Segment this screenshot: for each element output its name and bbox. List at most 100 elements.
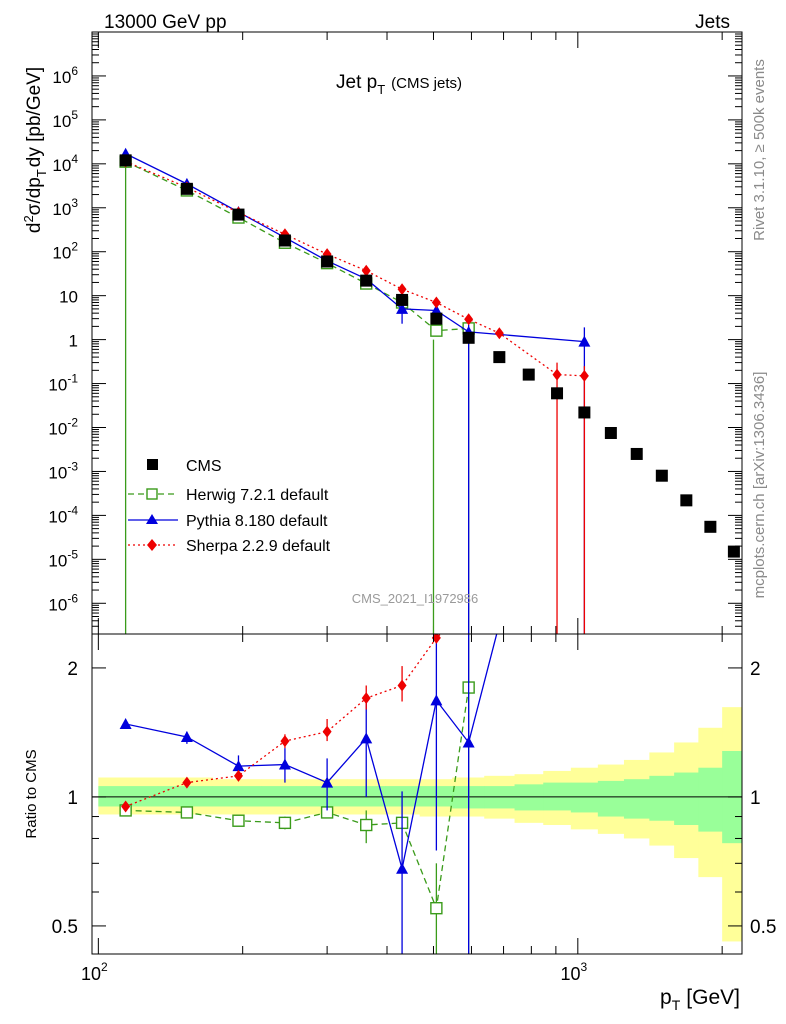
main-ticks xyxy=(92,31,742,635)
legend-entry-pythia: Pythia 8.180 default xyxy=(128,513,328,530)
band-inner-bin xyxy=(261,786,307,807)
main-sherpa-point xyxy=(431,296,441,309)
ratio-y-tick-label-right: 1 xyxy=(750,788,761,809)
legend-marker-herwig xyxy=(146,488,158,500)
ratio-herwig-point xyxy=(360,818,373,832)
legend-entry-sherpa: Sherpa 2.2.9 default xyxy=(128,538,331,555)
band-inner-bin xyxy=(623,779,650,819)
ratio-panel: 0.5 0.5 1 1 2 2 102 103 Ratio to CMS pT [GeV] xyxy=(23,613,777,1013)
ratio-pythia-point xyxy=(119,717,132,729)
ratio-pythia-point xyxy=(321,776,334,788)
main-data xyxy=(119,147,740,634)
main-cms-point xyxy=(704,520,717,533)
y-tick-label: 104 xyxy=(52,152,78,175)
ratio-y-tick-label-right: 2 xyxy=(750,659,761,680)
ratio-y-tick-label-left: 0.5 xyxy=(52,917,78,938)
main-cms-point xyxy=(604,426,617,439)
main-cms-point xyxy=(680,494,693,507)
band-inner-bin xyxy=(157,786,213,807)
ratio-data xyxy=(119,613,507,954)
main-cms-point xyxy=(232,208,245,221)
y-tick-label: 10-5 xyxy=(48,547,78,570)
y-tick-label: 10-6 xyxy=(48,591,78,614)
ratio-sherpa-point xyxy=(182,776,192,789)
legend-marker-pythia xyxy=(146,514,158,524)
y-tick-label: 102 xyxy=(52,240,78,263)
ratio-sherpa-point xyxy=(453,613,462,625)
main-cms-point xyxy=(578,406,591,419)
main-cms-point xyxy=(630,447,643,460)
legend-label-herwig: Herwig 7.2.1 default xyxy=(186,487,329,504)
legend-label-pythia: Pythia 8.180 default xyxy=(186,513,328,530)
ratio-ylabel: Ratio to CMS xyxy=(23,749,40,838)
main-sherpa-line xyxy=(125,160,585,377)
y-tick-label: 10 xyxy=(59,288,78,307)
main-tick-labels: 10-6 10-5 10-4 10-3 10-2 10-1 1 10 102 103 104 105 1… xyxy=(48,64,78,614)
x-tick-label: 102 xyxy=(81,960,108,984)
ratio-sherpa-point xyxy=(322,725,332,738)
main-sherpa-point xyxy=(494,327,504,340)
ratio-y-tick-label-left: 2 xyxy=(67,659,78,680)
legend-marker-cms xyxy=(147,459,158,470)
ratio-sherpa-point xyxy=(361,692,371,705)
main-sherpa-point xyxy=(397,283,407,296)
ratio-tick-labels: 0.5 0.5 1 1 2 2 102 103 xyxy=(52,659,777,984)
main-sherpa-point xyxy=(579,369,589,382)
band-inner-bin xyxy=(385,786,421,807)
ratio-y-tick-label-right: 0.5 xyxy=(750,917,776,938)
ratio-herwig-point xyxy=(180,806,194,819)
main-sherpa-point xyxy=(552,368,562,381)
ratio-pythia-line xyxy=(125,634,498,869)
main-cms-point xyxy=(727,545,740,558)
chart-title: Jet pT (CMS jets) xyxy=(336,72,462,97)
band-inner-bin xyxy=(212,786,263,807)
x-tick-label: 103 xyxy=(560,960,587,984)
main-cms-point xyxy=(360,274,373,287)
y-tick-label: 10-1 xyxy=(48,372,78,395)
main-cms-point xyxy=(551,387,564,400)
chart-title-note: (CMS jets) xyxy=(391,75,462,92)
main-herwig-line xyxy=(125,161,469,332)
ratio-sherpa-point xyxy=(280,735,290,748)
band-inner-bin xyxy=(649,775,675,821)
main-cms-point xyxy=(180,182,193,195)
main-cms-point xyxy=(430,312,443,325)
main-cms-point xyxy=(522,368,535,381)
chart-title-sub: T xyxy=(377,82,385,97)
side-label-rivet: Rivet 3.1.10, ≥ 500k events xyxy=(751,59,768,241)
y-tick-label: 1 xyxy=(69,332,78,351)
ratio-pythia-point xyxy=(232,760,245,772)
ratio-herwig-point xyxy=(278,816,292,830)
x-axis-label: pT [GeV] xyxy=(660,986,740,1013)
main-cms-point xyxy=(396,293,409,306)
ratio-pythia-point xyxy=(180,730,193,742)
legend-entry-herwig: Herwig 7.2.1 default xyxy=(128,487,329,504)
main-sherpa-point xyxy=(361,264,371,277)
band-inner-bin xyxy=(674,772,699,826)
header-left-label: 13000 GeV pp xyxy=(104,12,227,33)
legend-label-sherpa: Sherpa 2.2.9 default xyxy=(186,538,331,555)
y-tick-label: 106 xyxy=(52,64,78,87)
y-tick-label: 10-4 xyxy=(48,503,78,526)
analysis-watermark: CMS_2021_I1972986 xyxy=(352,591,479,606)
y-tick-label: 10-3 xyxy=(48,459,78,482)
legend-entry-cms: CMS xyxy=(147,458,222,475)
band-inner-bin xyxy=(597,780,625,817)
band-inner-bin xyxy=(570,782,599,813)
ratio-pythia-point xyxy=(495,613,507,624)
main-cms-point xyxy=(462,331,475,344)
main-ylabel: d2σ/dpTdy [pb/GeV] xyxy=(21,67,49,233)
band-inner-bin xyxy=(98,786,159,807)
main-cms-point xyxy=(493,351,506,364)
main-cms-point xyxy=(119,154,132,167)
legend: CMS Herwig 7.2.1 default Pythia 8.180 de… xyxy=(128,458,331,555)
ratio-sherpa-point xyxy=(121,800,131,813)
ratio-frame xyxy=(91,633,743,955)
legend-marker-sherpa xyxy=(147,539,157,551)
ratio-ticks xyxy=(92,634,742,954)
main-herwig-point xyxy=(430,324,443,337)
legend-label-cms: CMS xyxy=(186,458,222,475)
header-right-label: Jets xyxy=(695,12,730,33)
ratio-pythia-point xyxy=(462,736,475,748)
